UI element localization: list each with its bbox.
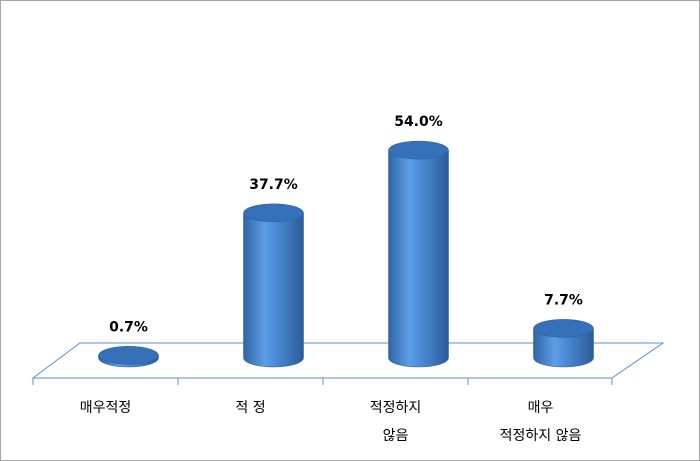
value-label: 7.7% bbox=[544, 292, 583, 308]
cylinder bbox=[243, 212, 304, 368]
x-tick-label: 매우적정 bbox=[80, 400, 132, 416]
x-tick-label: 적정하지 bbox=[370, 400, 422, 416]
value-label: 54.0% bbox=[394, 114, 443, 130]
x-tick-label: 적 정 bbox=[235, 400, 265, 416]
cylinder bbox=[533, 328, 594, 368]
value-label: 37.7% bbox=[249, 177, 298, 193]
x-tick-label: 적정하지 않음 bbox=[500, 428, 582, 444]
value-label: 0.7% bbox=[109, 319, 148, 335]
category-ticks bbox=[32, 378, 613, 385]
x-tick-label: 매우 bbox=[528, 400, 554, 416]
x-tick-label: 않음 bbox=[383, 428, 409, 444]
floor bbox=[31, 342, 665, 379]
cylinder-top bbox=[243, 203, 304, 223]
cylinder-top bbox=[533, 319, 594, 338]
cylinder bbox=[388, 149, 449, 368]
cylinder-top bbox=[98, 346, 159, 365]
cylinder-top bbox=[388, 140, 449, 160]
